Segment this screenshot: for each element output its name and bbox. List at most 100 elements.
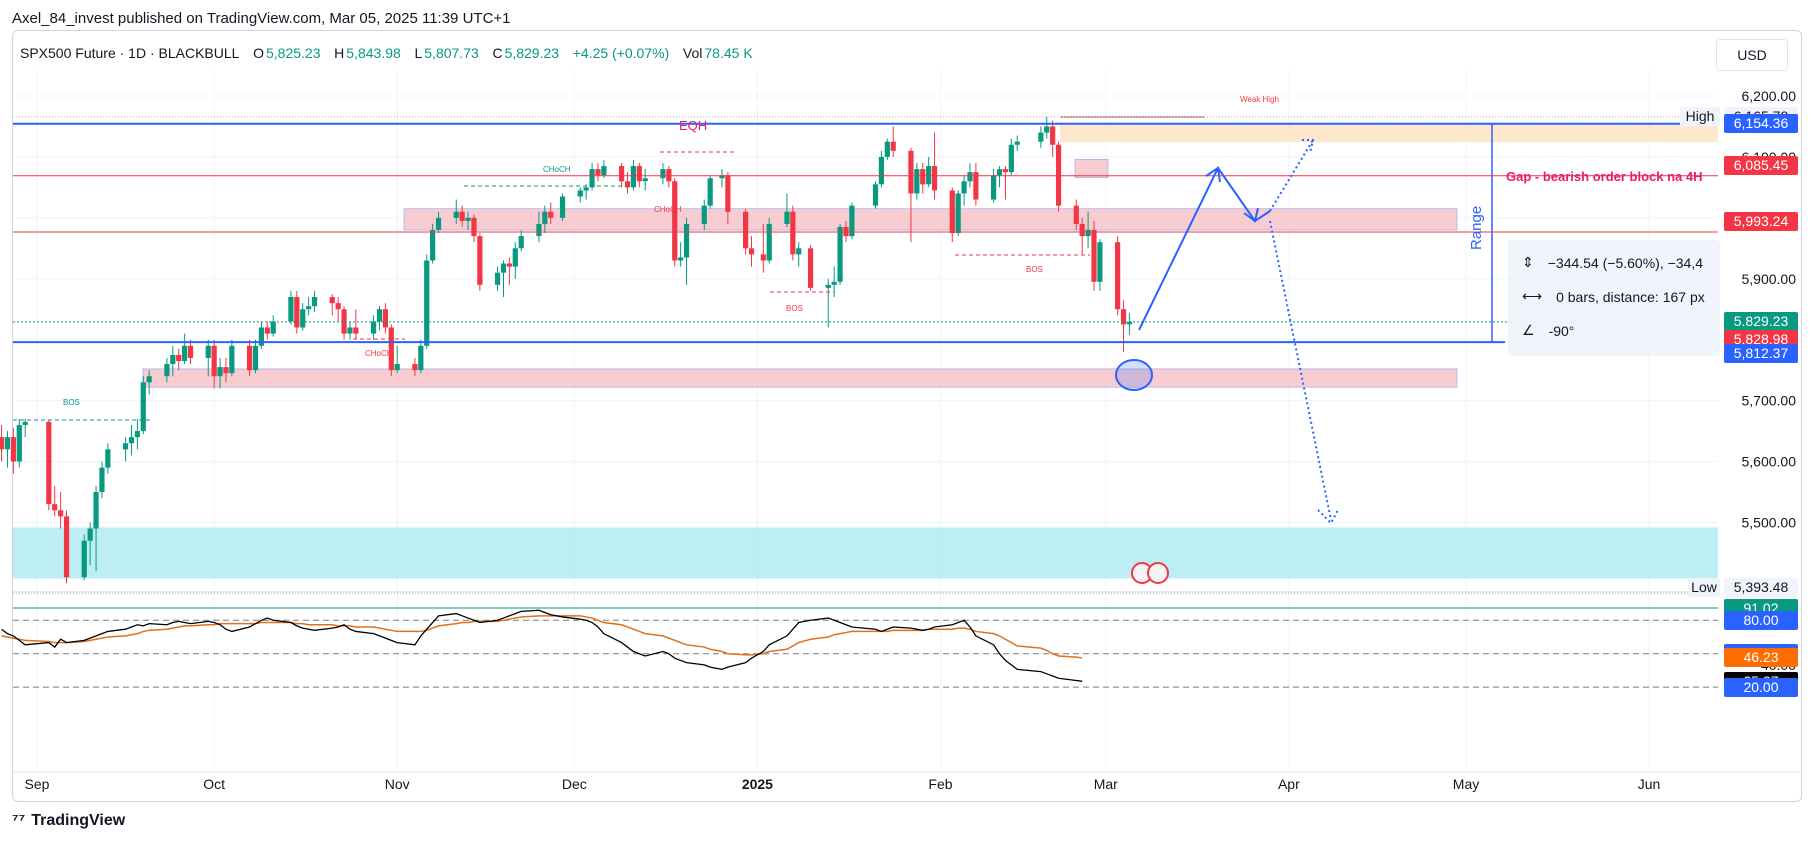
candle-body — [22, 421, 28, 425]
candle-body — [329, 297, 335, 304]
time-tick-label: Jun — [1638, 776, 1661, 792]
rsi-line — [1, 609, 1083, 682]
candle-body — [347, 327, 353, 334]
weak-high-label: Weak High — [1240, 95, 1279, 104]
candle-body — [288, 297, 294, 322]
candle-body — [453, 211, 459, 218]
candle-body — [170, 354, 176, 365]
candle-body — [494, 272, 501, 285]
candle-body — [831, 281, 837, 285]
candle-body — [394, 364, 400, 371]
candle-body — [931, 166, 938, 191]
time-tick-label: Mar — [1094, 776, 1118, 792]
tag-low-value: 5,393.48 — [1724, 577, 1798, 597]
symbol-bar: SPX500 Future · 1D · BLACKBULL O 5,825.23… — [20, 45, 755, 61]
symbol-name[interactable]: SPX500 Future · 1D · BLACKBULL — [20, 45, 240, 61]
distance-icon: ⟷ — [1522, 288, 1543, 304]
time-tick-label: Oct — [203, 776, 225, 792]
candle-body — [991, 175, 997, 200]
candle-body — [583, 187, 589, 191]
candle-body — [105, 449, 111, 468]
candle-body — [264, 327, 270, 334]
candle-body — [636, 166, 642, 182]
measure-angle-text: -90° — [1548, 322, 1575, 339]
candle-body — [743, 211, 749, 249]
candle-body — [790, 211, 796, 255]
dotted-down-arrowhead — [1317, 509, 1339, 525]
candle-body — [353, 327, 359, 334]
candle-body — [595, 169, 601, 176]
dotted-up-arrowhead — [1302, 139, 1315, 154]
choch-label-3: CHoCH — [365, 349, 393, 358]
candle-body — [4, 437, 11, 450]
candle-body — [63, 516, 70, 578]
candle-body — [678, 257, 684, 261]
candle-body — [683, 223, 690, 258]
candle-body — [908, 150, 914, 194]
lower-red-zone — [142, 368, 1458, 388]
candle-body — [134, 431, 140, 438]
tradingview-logo-icon: ⁷⁷ — [12, 812, 26, 829]
candle-body — [388, 327, 394, 371]
footer-brand[interactable]: ⁷⁷ TradingView — [12, 812, 125, 830]
candle-body — [1073, 205, 1079, 224]
candle-body — [0, 437, 5, 450]
time-tick-label: Apr — [1278, 776, 1300, 792]
published-header: Axel_84_invest published on TradingView.… — [12, 10, 511, 27]
candle-body — [536, 223, 542, 237]
candle-body — [949, 190, 955, 234]
candle-body — [376, 309, 383, 322]
bos-label-3: BOS — [1026, 265, 1043, 274]
gap-label: Gap - bearish order block na 4H — [1506, 169, 1703, 184]
candle-body — [46, 421, 52, 505]
measure-price-text: −344.54 (−5.60%), −34,4 — [1547, 254, 1704, 271]
candle-body — [672, 181, 678, 261]
price-tick-label: 5,500.00 — [1742, 514, 1797, 530]
candle-body — [435, 217, 442, 231]
candle-body — [890, 141, 896, 151]
tag-red-line: 5,993.24 — [1724, 212, 1798, 232]
footer-brand-text: TradingView — [31, 812, 126, 829]
candle-body — [1091, 230, 1097, 282]
candle-body — [87, 528, 93, 541]
candle-body — [1044, 126, 1050, 133]
candle-body — [1115, 242, 1121, 310]
price-tick-label: 5,900.00 — [1742, 271, 1797, 287]
candles-layer — [0, 116, 1133, 584]
gap-zone — [1074, 158, 1109, 179]
measure-tool-panel[interactable]: ⇕ −344.54 (−5.60%), −34,4 ⟷ 0 bars, dist… — [1508, 240, 1720, 356]
bos-label-2: BOS — [786, 304, 803, 313]
drawings-layer — [13, 116, 1718, 594]
angle-icon: ∠ — [1522, 322, 1535, 338]
candle-body — [760, 254, 766, 261]
rsi-tag-20: 20.00 — [1724, 677, 1798, 697]
candle-body — [719, 175, 725, 179]
candle-body — [471, 217, 477, 237]
candle-body — [306, 306, 312, 310]
rsi-tag-46: 46.23 — [1724, 648, 1798, 668]
candle-body — [1126, 321, 1133, 325]
candle-body — [122, 443, 129, 450]
time-tick-label: Feb — [928, 776, 952, 792]
candle-body — [1038, 132, 1044, 142]
candle-body — [825, 284, 831, 288]
currency-button[interactable]: USD — [1716, 39, 1788, 71]
candle-body — [140, 382, 146, 432]
volume-value: 78.45 K — [704, 45, 753, 61]
candle-body — [1079, 223, 1085, 237]
candle-body — [81, 540, 87, 578]
candle-body — [424, 260, 430, 346]
reaction-circle — [1115, 359, 1153, 391]
candle-body — [300, 309, 306, 328]
candle-body — [223, 367, 229, 374]
time-axis[interactable]: Sep Oct Nov Dec 2025 Feb Mar Apr May Jun — [13, 771, 1800, 792]
candle-body — [294, 297, 300, 328]
candle-body — [500, 263, 507, 273]
time-tick-label: Dec — [562, 776, 587, 792]
candle-body — [601, 166, 607, 176]
high-label: H — [334, 45, 345, 61]
close-label: C — [492, 45, 503, 61]
time-tick-label: May — [1453, 776, 1479, 792]
price-range-icon: ⇕ — [1522, 254, 1534, 270]
